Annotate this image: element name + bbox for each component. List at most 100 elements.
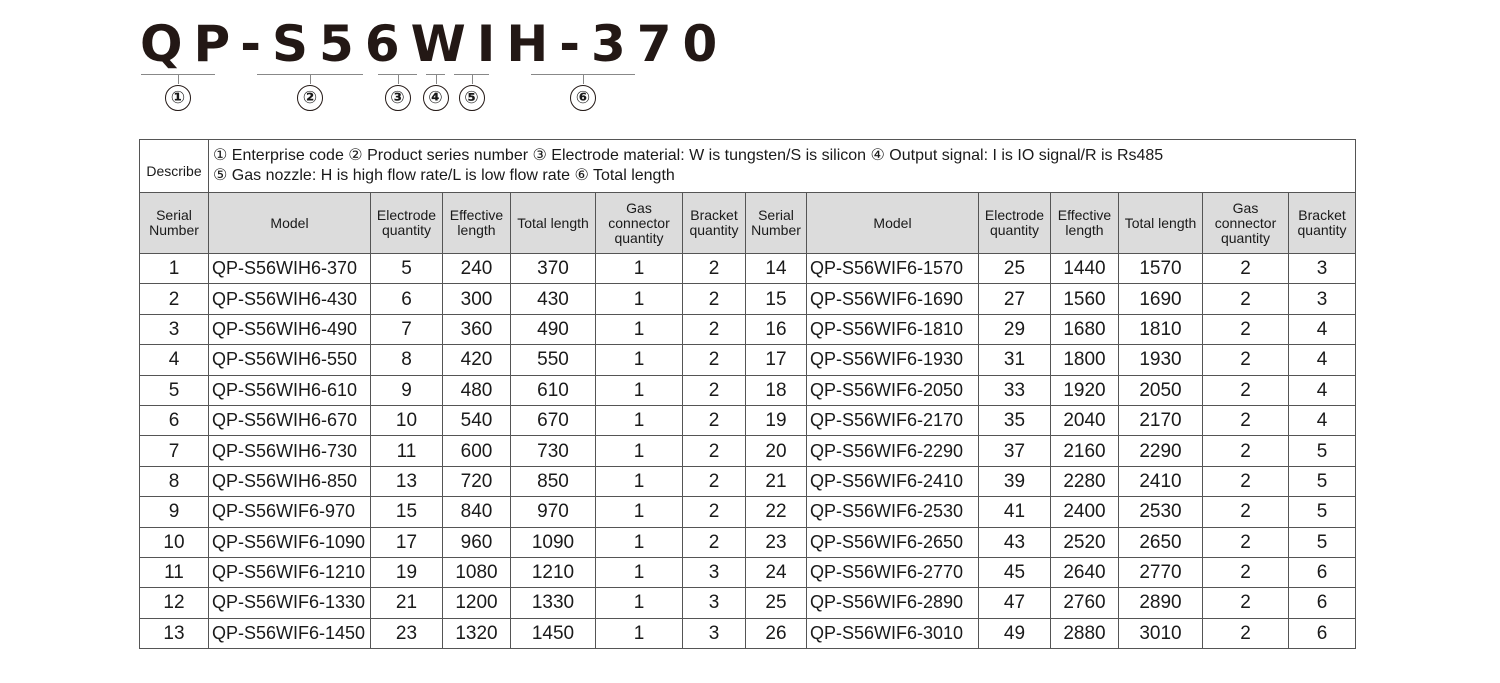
cell-total-length: 2530 [1118, 496, 1203, 528]
cell-model: QP-S56WIF6-1930 [806, 344, 979, 376]
cell-effective-length: 1440 [1050, 252, 1119, 285]
cell-bracket-qty: 2 [682, 404, 746, 437]
cell-gas-connector-qty: 2 [1202, 526, 1289, 558]
cell-model: QP-S56WIF6-1810 [806, 313, 979, 346]
cell-effective-length: 840 [442, 496, 511, 528]
header-bracket-qty: Bracket quantity [1287, 192, 1357, 254]
cell-serial: 2 [139, 283, 209, 315]
cell-total-length: 1330 [510, 587, 596, 619]
cell-serial: 1 [139, 252, 209, 285]
header-model: Model [208, 192, 371, 254]
cell-effective-length: 1920 [1050, 374, 1119, 406]
cell-effective-length: 2880 [1050, 617, 1119, 650]
cell-bracket-qty: 3 [682, 617, 746, 650]
cell-serial: 4 [139, 344, 209, 376]
table-row: 7 QP-S56WIH6-730 11 600 730 1 2 20 QP-S56WIF6-22… [139, 435, 1357, 467]
cell-electrode-qty: 49 [978, 617, 1051, 650]
header-serial: Serial Number [745, 192, 807, 254]
cell-gas-connector-qty: 1 [595, 374, 683, 406]
cell-electrode-qty: 33 [978, 374, 1051, 406]
cell-gas-connector-qty: 2 [1202, 344, 1289, 376]
cell-bracket-qty: 6 [1287, 617, 1357, 650]
cell-electrode-qty: 27 [978, 283, 1051, 315]
cell-effective-length: 1080 [442, 556, 511, 589]
cell-total-length: 1090 [510, 526, 596, 558]
cell-model: QP-S56WIF6-2650 [806, 526, 979, 558]
cell-gas-connector-qty: 2 [1202, 556, 1289, 589]
cell-total-length: 1810 [1118, 313, 1203, 346]
cell-gas-connector-qty: 1 [595, 465, 683, 498]
segment-6: ⑥ [531, 74, 635, 111]
cell-electrode-qty: 21 [370, 587, 443, 619]
cell-bracket-qty: 4 [1287, 404, 1357, 437]
cell-effective-length: 1200 [442, 587, 511, 619]
cell-effective-length: 2640 [1050, 556, 1119, 589]
table-row: 9 QP-S56WIF6-970 15 840 970 1 2 22 QP-S56WIF6-25… [139, 496, 1357, 528]
cell-gas-connector-qty: 1 [595, 252, 683, 285]
cell-electrode-qty: 9 [370, 374, 443, 406]
cell-bracket-qty: 2 [682, 465, 746, 498]
cell-effective-length: 2160 [1050, 435, 1119, 467]
header-electrode-qty: Electrode quantity [370, 192, 443, 254]
cell-bracket-qty: 5 [1287, 465, 1357, 498]
cell-electrode-qty: 37 [978, 435, 1051, 467]
cell-serial: 7 [139, 435, 209, 467]
cell-total-length: 1690 [1118, 283, 1203, 315]
cell-electrode-qty: 8 [370, 344, 443, 376]
cell-gas-connector-qty: 2 [1202, 587, 1289, 619]
cell-electrode-qty: 5 [370, 252, 443, 285]
cell-effective-length: 720 [442, 465, 511, 498]
cell-effective-length: 600 [442, 435, 511, 467]
segment-2: ② [257, 74, 363, 111]
table-row: 2 QP-S56WIH6-430 6 300 430 1 2 15 QP-S56WIF6-169… [139, 283, 1357, 315]
cell-serial: 21 [745, 465, 807, 498]
cell-bracket-qty: 6 [1287, 587, 1357, 619]
table-row: 10 QP-S56WIF6-1090 17 960 1090 1 2 23 QP-S56WIF6… [139, 526, 1357, 558]
cell-bracket-qty: 6 [1287, 556, 1357, 589]
cell-serial: 26 [745, 617, 807, 650]
cell-gas-connector-qty: 1 [595, 617, 683, 650]
cell-effective-length: 960 [442, 526, 511, 558]
table-row: 13 QP-S56WIF6-1450 23 1320 1450 1 3 26 QP-S56WIF… [139, 617, 1357, 650]
cell-total-length: 2290 [1118, 435, 1203, 467]
cell-gas-connector-qty: 1 [595, 283, 683, 315]
table-row: 12 QP-S56WIF6-1330 21 1200 1330 1 3 25 QP-S56WIF… [139, 587, 1357, 619]
cell-model: QP-S56WIH6-850 [208, 465, 371, 498]
cell-bracket-qty: 4 [1287, 374, 1357, 406]
cell-total-length: 490 [510, 313, 596, 346]
header-bracket-qty: Bracket quantity [682, 192, 746, 254]
cell-electrode-qty: 41 [978, 496, 1051, 528]
cell-serial: 3 [139, 313, 209, 346]
cell-total-length: 2650 [1118, 526, 1203, 558]
cell-gas-connector-qty: 1 [595, 587, 683, 619]
cell-electrode-qty: 47 [978, 587, 1051, 619]
cell-electrode-qty: 39 [978, 465, 1051, 498]
cell-bracket-qty: 2 [682, 526, 746, 558]
cell-effective-length: 480 [442, 374, 511, 406]
cell-bracket-qty: 2 [682, 283, 746, 315]
cell-serial: 11 [139, 556, 209, 589]
cell-electrode-qty: 23 [370, 617, 443, 650]
cell-model: QP-S56WIF6-2770 [806, 556, 979, 589]
cell-gas-connector-qty: 1 [595, 526, 683, 558]
cell-total-length: 1930 [1118, 344, 1203, 376]
cell-effective-length: 2400 [1050, 496, 1119, 528]
cell-total-length: 2050 [1118, 374, 1203, 406]
cell-gas-connector-qty: 2 [1202, 252, 1289, 285]
cell-model: QP-S56WIF6-1570 [806, 252, 979, 285]
cell-serial: 9 [139, 496, 209, 528]
cell-model: QP-S56WIH6-730 [208, 435, 371, 467]
cell-effective-length: 2280 [1050, 465, 1119, 498]
cell-gas-connector-qty: 1 [595, 344, 683, 376]
cell-model: QP-S56WIF6-2050 [806, 374, 979, 406]
cell-effective-length: 240 [442, 252, 511, 285]
cell-total-length: 850 [510, 465, 596, 498]
cell-effective-length: 360 [442, 313, 511, 346]
cell-model: QP-S56WIF6-3010 [806, 617, 979, 650]
cell-gas-connector-qty: 1 [595, 404, 683, 437]
cell-gas-connector-qty: 1 [595, 496, 683, 528]
cell-gas-connector-qty: 2 [1202, 283, 1289, 315]
table-row: 1 QP-S56WIH6-370 5 240 370 1 2 14 QP-S56WIF6-157… [139, 252, 1357, 285]
table-row: 3 QP-S56WIH6-490 7 360 490 1 2 16 QP-S56WIF6-181… [139, 313, 1357, 346]
header-gas-connector-qty: Gas connector quantity [595, 192, 683, 254]
